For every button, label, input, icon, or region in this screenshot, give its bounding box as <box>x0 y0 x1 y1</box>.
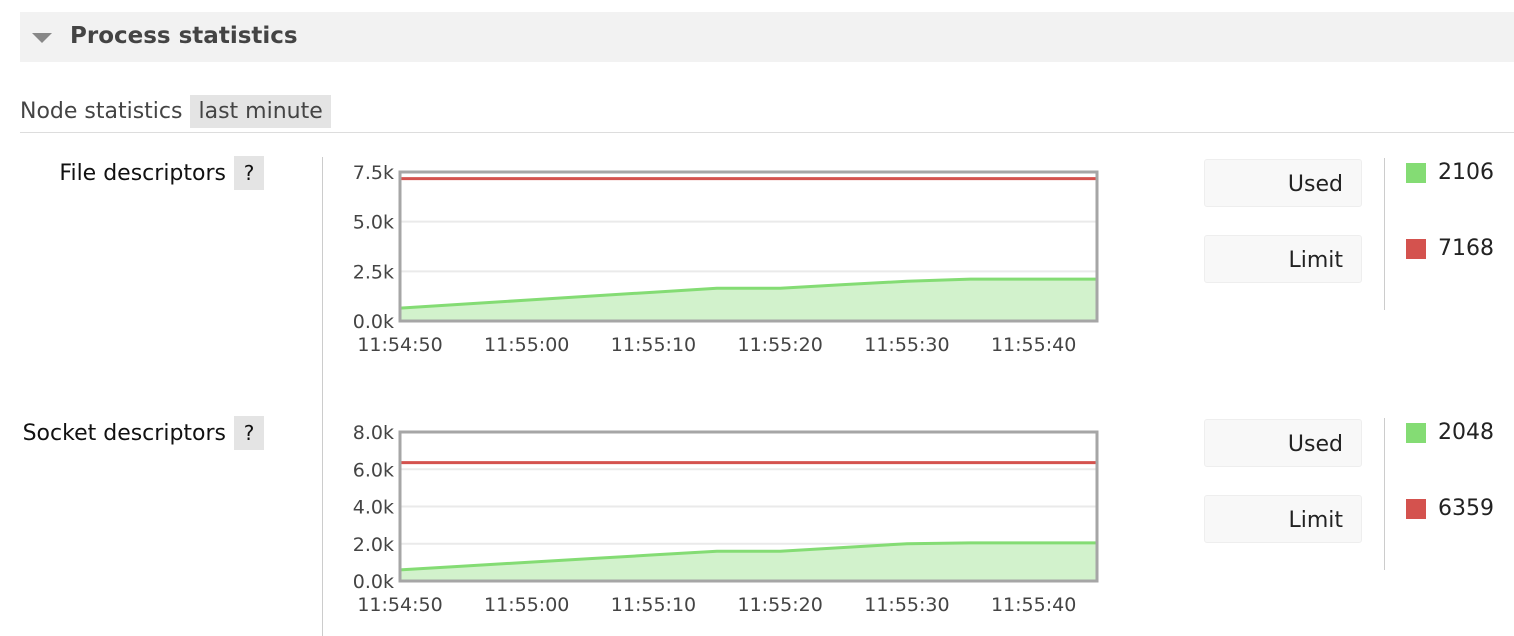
x-tick-label: 11:55:00 <box>484 594 569 616</box>
x-tick-label: 11:55:30 <box>864 334 949 356</box>
x-tick-label: 11:54:50 <box>357 334 442 356</box>
used-value-socket: 2048 <box>1406 420 1494 445</box>
socket-descriptors-chart: 0.0k 2.0k 4.0k 6.0k 8.0k 11:54:50 11:55:00 11:5… <box>353 422 1099 616</box>
plot-frame <box>398 170 1099 323</box>
y-tick-label: 5.0k <box>353 212 394 234</box>
used-swatch <box>1406 162 1426 183</box>
y-tick-label: 0.0k <box>353 571 394 593</box>
value: 7168 <box>1438 236 1494 261</box>
x-tick-label: 11:54:50 <box>357 594 442 616</box>
divider <box>322 157 323 636</box>
used-swatch <box>1406 422 1426 443</box>
used-area <box>400 279 1097 321</box>
x-tick-label: 11:55:20 <box>738 334 823 356</box>
section-header[interactable]: Process statistics <box>20 12 1514 62</box>
y-tick-label: 7.5k <box>353 162 394 184</box>
limit-swatch <box>1406 498 1426 519</box>
used-line <box>399 541 1097 572</box>
file-descriptors-chart: 0.0k 2.5k 5.0k 7.5k 11:54:50 11:55:00 11:55:10… <box>353 162 1099 356</box>
chart-title: Socket descriptors <box>22 420 226 446</box>
used-value-file: 2106 <box>1406 160 1494 185</box>
used-toggle-file[interactable]: Used <box>1204 159 1362 207</box>
used-line <box>399 277 1097 310</box>
limit-toggle-socket[interactable]: Limit <box>1204 495 1362 543</box>
collapse-triangle-icon[interactable] <box>32 33 52 43</box>
node-statistics-label: Node statistics <box>20 99 183 124</box>
legend-divider <box>1384 418 1385 570</box>
x-tick-label: 11:55:20 <box>738 594 823 616</box>
y-tick-label: 2.0k <box>353 534 394 556</box>
section-title: Process statistics <box>70 23 298 49</box>
value: 2048 <box>1438 420 1494 445</box>
limit-toggle-file[interactable]: Limit <box>1204 235 1362 283</box>
plot-frame <box>398 430 1099 583</box>
x-tick-label: 11:55:00 <box>484 334 569 356</box>
limit-swatch <box>1406 238 1426 259</box>
value: 2106 <box>1438 160 1494 185</box>
limit-value-file: 7168 <box>1406 236 1494 261</box>
used-toggle-socket[interactable]: Used <box>1204 419 1362 467</box>
x-tick-label: 11:55:40 <box>991 334 1076 356</box>
chart-label-socket: Socket descriptors? <box>23 416 264 450</box>
x-tick-label: 11:55:10 <box>611 334 696 356</box>
stats-tabs: Node statistics last minute <box>20 95 1514 133</box>
y-tick-label: 4.0k <box>353 497 394 519</box>
x-tick-label: 11:55:40 <box>991 594 1076 616</box>
y-tick-label: 2.5k <box>353 261 394 283</box>
chart-label-file: File descriptors? <box>59 156 264 190</box>
help-button[interactable]: ? <box>234 416 264 450</box>
used-area <box>400 542 1097 581</box>
range-last-minute[interactable]: last minute <box>190 95 331 128</box>
y-tick-label: 0.0k <box>353 311 394 333</box>
y-tick-label: 6.0k <box>353 459 394 481</box>
x-tick-label: 11:55:30 <box>864 594 949 616</box>
legend-divider <box>1384 158 1385 310</box>
help-button[interactable]: ? <box>234 156 264 190</box>
y-tick-label: 8.0k <box>353 422 394 444</box>
value: 6359 <box>1438 496 1494 521</box>
x-tick-label: 11:55:10 <box>611 594 696 616</box>
limit-value-socket: 6359 <box>1406 496 1494 521</box>
chart-title: File descriptors <box>59 160 226 186</box>
